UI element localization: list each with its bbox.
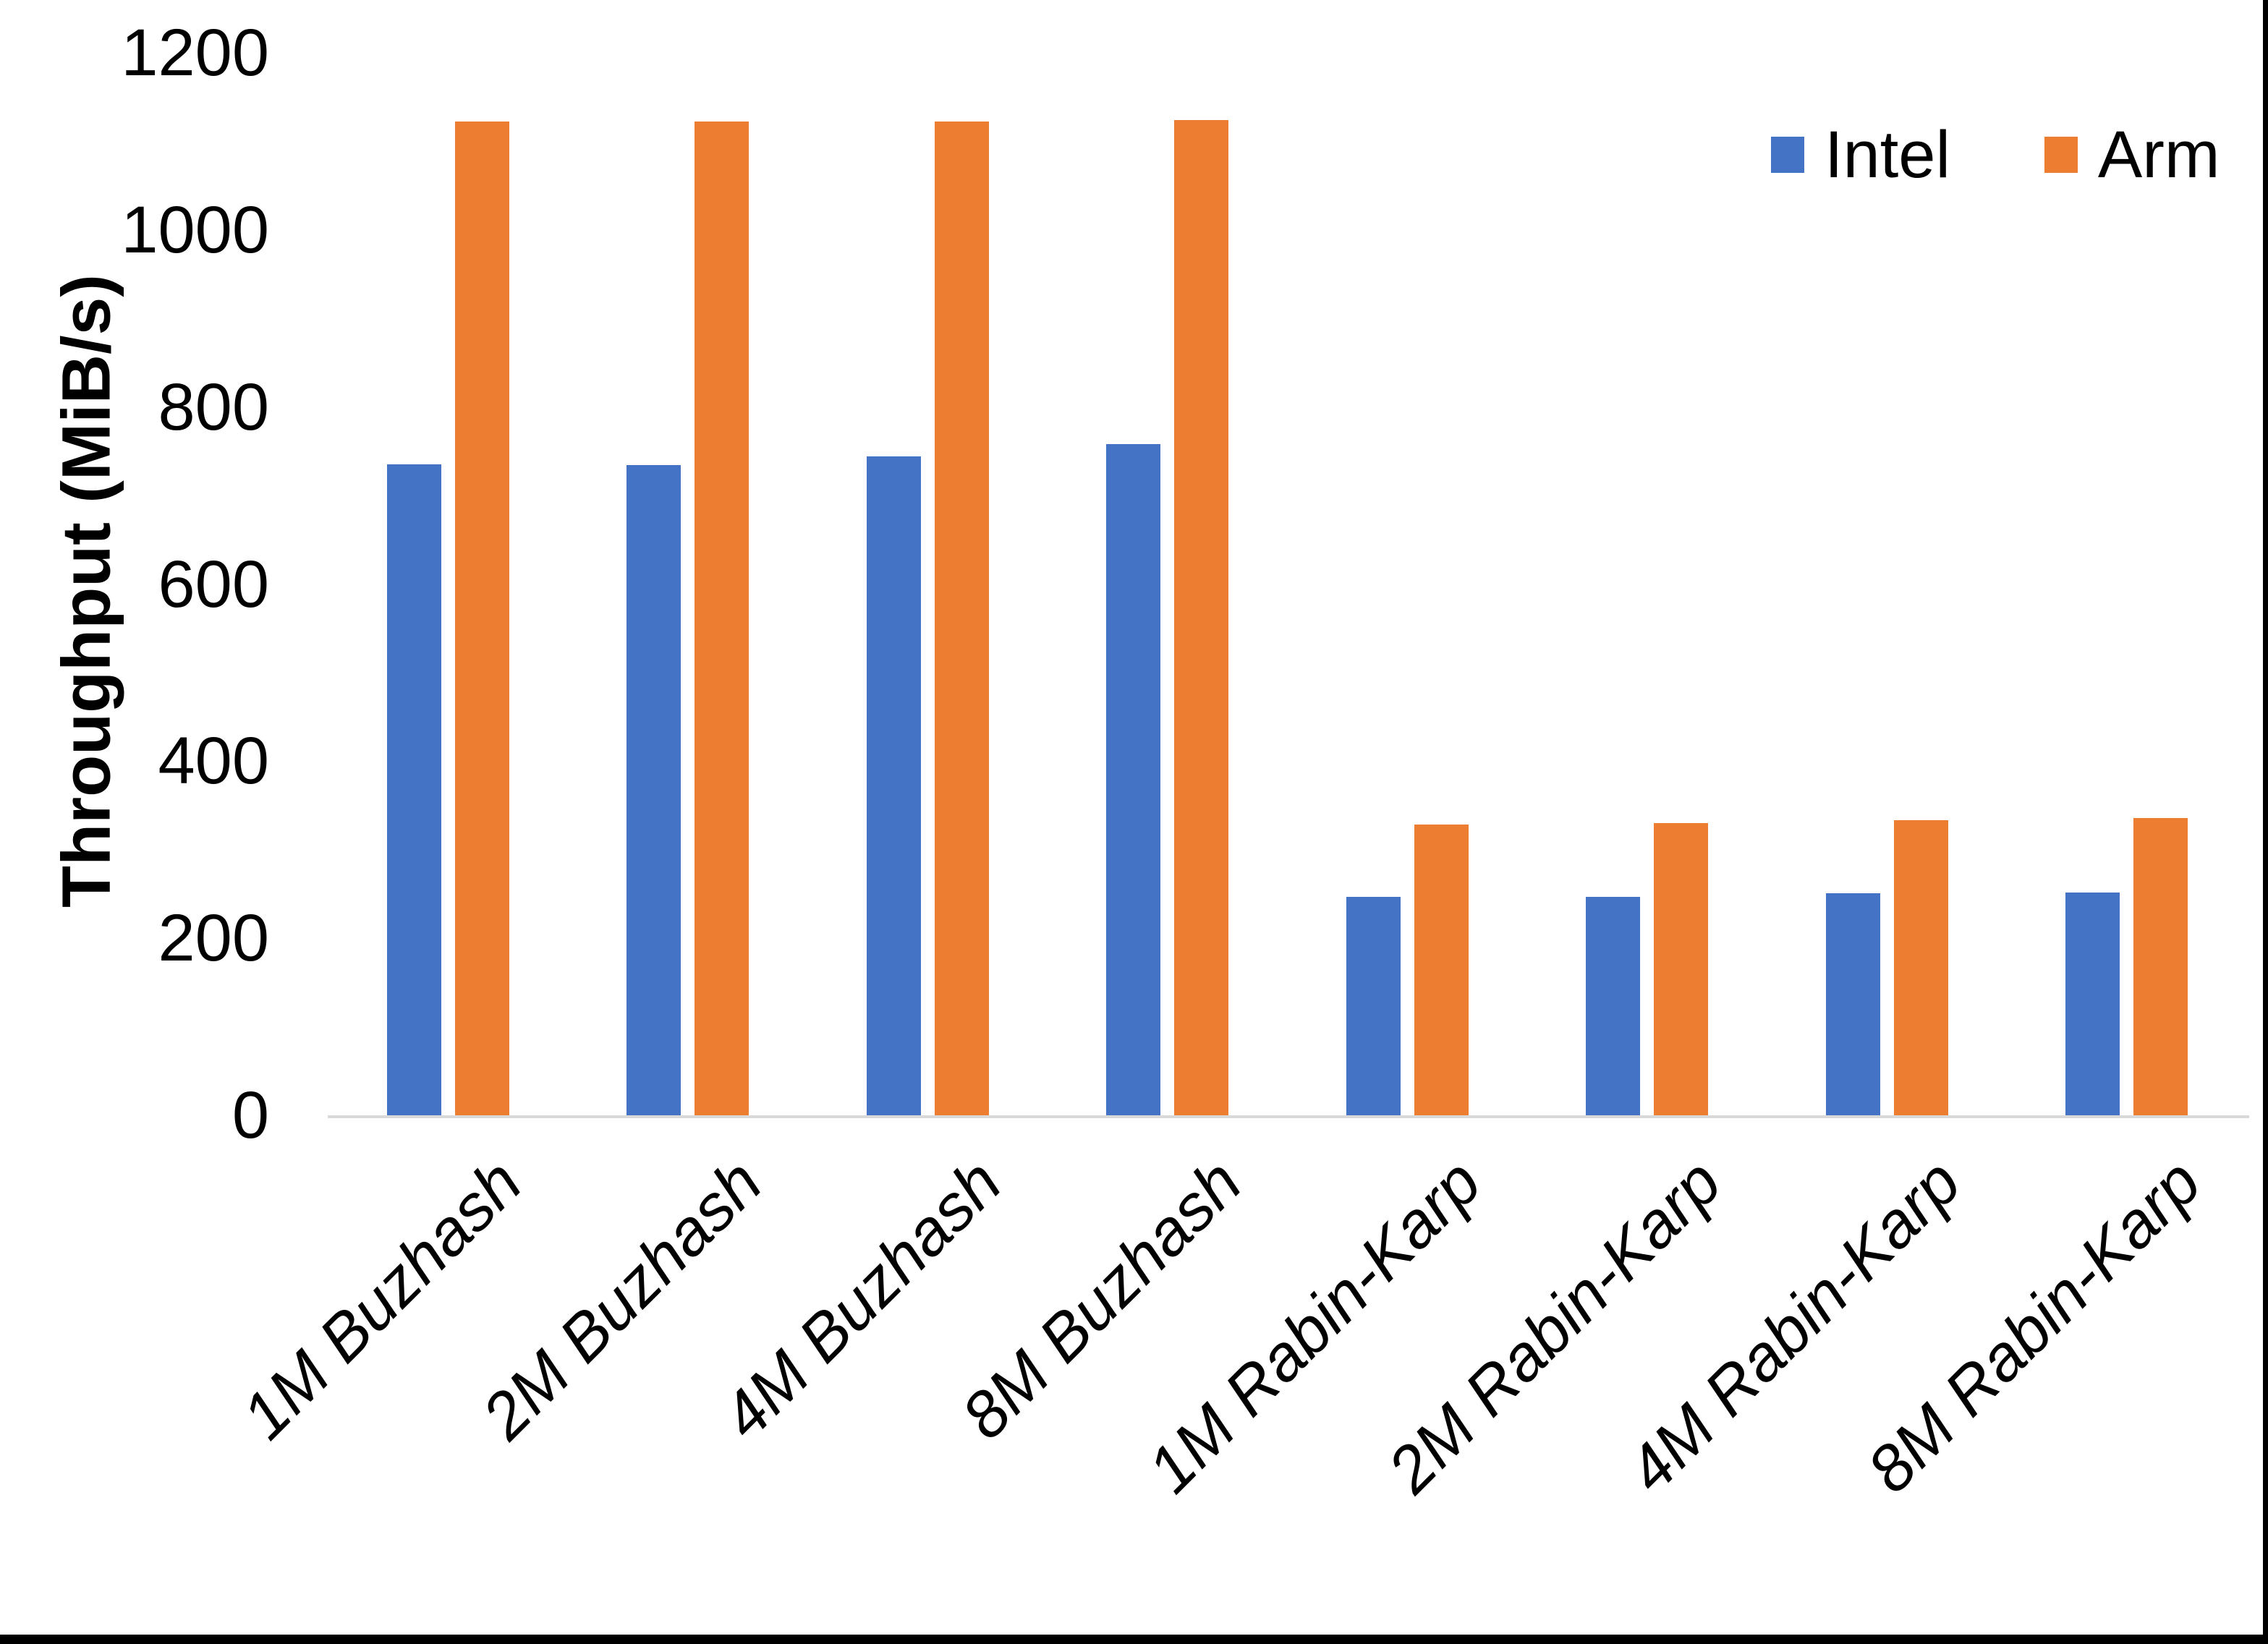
legend-swatch-intel [1771,137,1804,173]
screenshot-bottom-border [0,1635,2268,1644]
legend-item-arm: Arm [2044,122,2220,188]
x-axis-baseline [328,1115,2249,1118]
legend-label-arm: Arm [2097,118,2220,192]
bar-intel-8m-buzhash [1106,444,1161,1115]
y-tick-label-200: 200 [158,901,270,976]
legend: Intel Arm [1771,122,2220,188]
bar-arm-1m-buzhash [454,122,509,1115]
bar-arm-1m-rabin-karp [1414,825,1469,1115]
bar-arm-2m-buzhash [695,122,749,1115]
bar-arm-2m-rabin-karp [1654,823,1709,1115]
bar-intel-2m-buzhash [627,465,681,1115]
y-tick-label-0: 0 [232,1078,269,1152]
legend-item-intel: Intel [1771,122,1950,188]
legend-swatch-arm [2044,137,2078,173]
bar-arm-8m-rabin-karp [2133,817,2188,1115]
y-tick-label-1200: 1200 [121,16,269,90]
screenshot-right-border [2263,0,2268,1644]
bar-intel-2m-rabin-karp [1586,896,1641,1115]
y-tick-label-600: 600 [158,547,270,621]
legend-label-intel: Intel [1825,118,1950,192]
y-tick-label-400: 400 [158,724,270,798]
bar-intel-1m-rabin-karp [1346,896,1401,1115]
y-tick-label-800: 800 [158,370,270,444]
bar-intel-4m-rabin-karp [1825,893,1880,1115]
bar-intel-8m-rabin-karp [2065,892,2120,1115]
bar-arm-4m-buzhash [934,122,989,1115]
bar-arm-8m-buzhash [1174,120,1229,1115]
bar-arm-4m-rabin-karp [1893,820,1948,1115]
bar-intel-4m-buzhash [866,456,921,1115]
bar-intel-1m-buzhash [386,464,441,1115]
y-tick-label-1000: 1000 [121,192,269,267]
